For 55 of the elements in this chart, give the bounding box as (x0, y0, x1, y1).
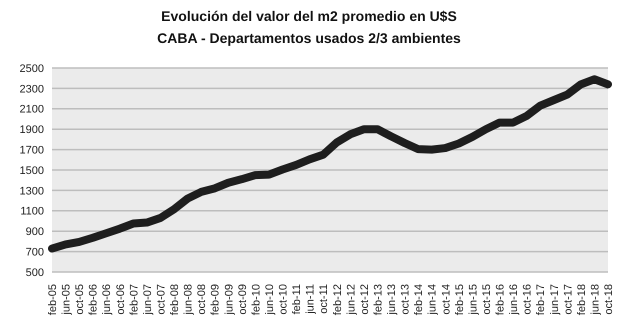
x-tick-label: oct-16 (522, 284, 534, 315)
x-tick-label: jun-07 (142, 284, 154, 316)
x-tick-label: feb-08 (169, 284, 182, 316)
x-tick-label: jun-17 (548, 284, 561, 316)
x-tick-label: oct-09 (236, 284, 249, 315)
x-tick-label: oct-17 (562, 284, 574, 315)
x-tick-label: jun-08 (182, 284, 195, 316)
x-tick-label: oct-08 (196, 284, 208, 315)
x-tick-label: oct-12 (358, 284, 371, 315)
x-tick-label: jun-14 (426, 284, 439, 316)
x-tick-label: jun-16 (508, 284, 520, 316)
x-tick-label: jun-10 (264, 284, 276, 316)
y-tick-label: 1500 (20, 164, 44, 177)
x-tick-label: feb-11 (291, 284, 304, 314)
x-tick-label: jun-06 (101, 284, 114, 316)
x-tick-label: oct-06 (114, 284, 127, 315)
y-tick-label: 1900 (20, 124, 44, 136)
x-tick-label: feb-18 (576, 284, 588, 316)
y-tick-label: 700 (26, 246, 44, 259)
chart-title: Evolución del valor del m2 promedio en U$S (160, 8, 458, 24)
x-tick-label: feb-06 (88, 284, 100, 316)
y-tick-label: 900 (26, 226, 44, 238)
x-tick-label: feb-13 (372, 284, 384, 316)
x-tick-label: feb-15 (454, 284, 466, 316)
x-tick-label: oct-10 (278, 284, 290, 315)
x-tick-label: feb-16 (494, 284, 507, 316)
x-tick-label: oct-15 (480, 284, 493, 315)
y-tick-label: 1300 (20, 185, 44, 198)
y-tick-label: 1100 (20, 206, 44, 218)
x-tick-label: oct-07 (155, 284, 168, 315)
x-tick-label: oct-13 (400, 284, 412, 315)
x-tick-label: jun-05 (60, 284, 73, 316)
x-tick-label: feb-10 (250, 284, 262, 316)
x-tick-label: feb-14 (413, 284, 426, 316)
x-tick-label: jun-13 (386, 284, 398, 316)
y-tick-label: 2500 (20, 62, 44, 75)
y-tick-label: 1700 (20, 144, 44, 157)
x-tick-label: feb-12 (332, 284, 344, 316)
x-tick-label: oct-05 (74, 284, 86, 315)
y-tick-label: 500 (26, 266, 44, 279)
x-tick-label: oct-11 (318, 284, 330, 314)
x-tick-label: jun-15 (467, 284, 480, 316)
x-tick-label: feb-09 (210, 284, 222, 316)
chart-subtitle: CABA - Departamentos usados 2/3 ambientes (156, 30, 462, 46)
y-tick-label: 2100 (20, 104, 44, 116)
y-tick-label: 2300 (20, 83, 44, 96)
x-tick-label: jun-12 (345, 284, 358, 316)
x-tick-label: jun-09 (223, 284, 236, 316)
x-tick-label: jun-11 (304, 284, 317, 315)
x-tick-label: feb-17 (535, 284, 548, 316)
x-tick-label: oct-18 (603, 284, 615, 315)
x-tick-label: feb-05 (47, 284, 59, 316)
x-tick-label: oct-14 (440, 284, 452, 315)
x-tick-label: jun-18 (589, 284, 602, 316)
x-tick-label: feb-07 (128, 284, 140, 316)
